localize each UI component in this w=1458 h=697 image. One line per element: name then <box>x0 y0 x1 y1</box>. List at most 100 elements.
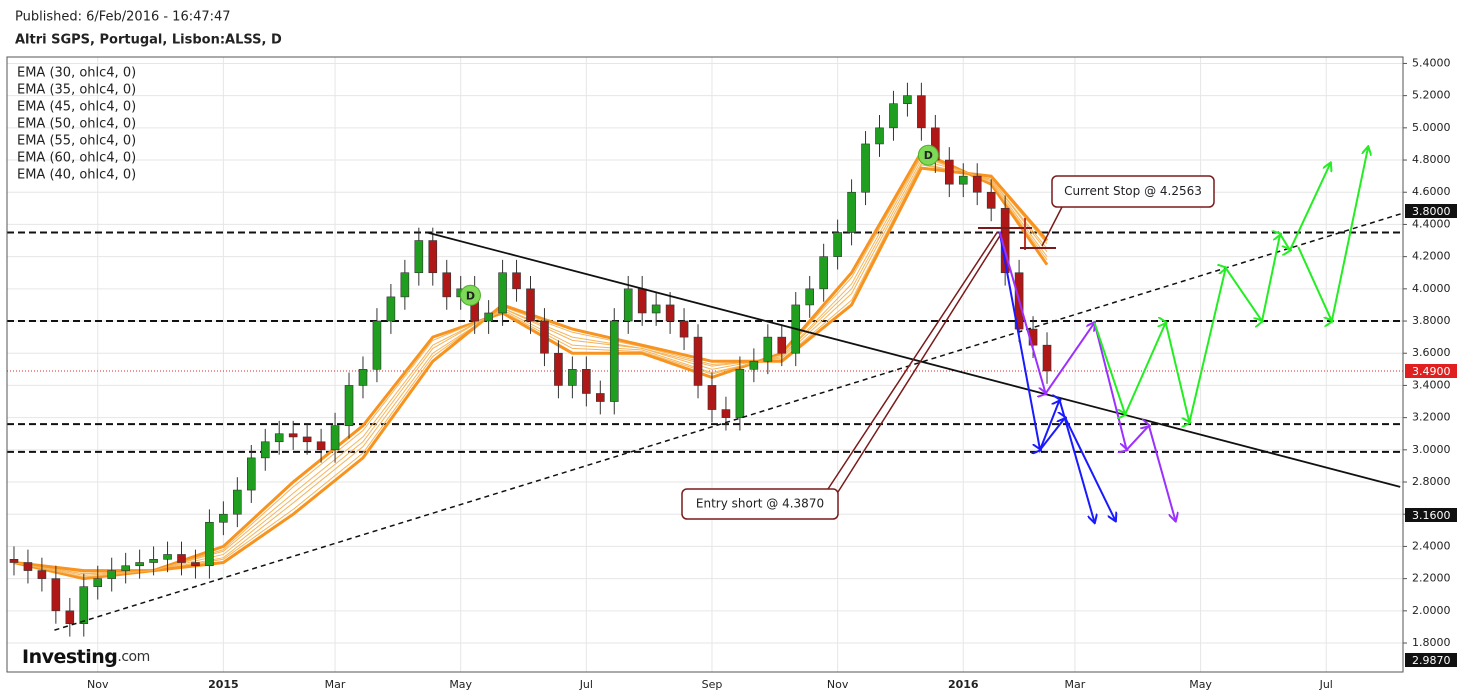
candle-body <box>428 240 438 274</box>
projection-arrow <box>1297 147 1368 321</box>
candle-body <box>191 562 200 567</box>
chart-title: Altri SGPS, Portugal, Lisbon:ALSS, D <box>15 33 282 48</box>
y-tick-label: 4.2000 <box>1412 250 1451 263</box>
candle-body <box>484 312 493 322</box>
candle-body <box>512 272 521 290</box>
x-tick-label: May <box>1189 678 1212 691</box>
candle-body <box>903 95 912 104</box>
y-tick-label: 3.2000 <box>1412 411 1451 424</box>
candle-body <box>288 433 298 438</box>
x-tick-label: 2015 <box>208 678 239 691</box>
candle-body <box>540 320 549 354</box>
candle-body <box>958 175 968 185</box>
candle-body <box>205 521 214 567</box>
candle-body <box>665 304 675 322</box>
annotation-text: Entry short @ 4.3870 <box>696 497 824 511</box>
legend-entry: EMA (30, ohlc4, 0) <box>17 66 136 81</box>
candle-body <box>623 288 633 322</box>
candle-body <box>917 95 926 129</box>
candle-body <box>693 336 703 386</box>
price-tag-label: 3.4900 <box>1412 365 1451 378</box>
legend-entry: EMA (45, ohlc4, 0) <box>17 100 136 115</box>
candle-body <box>707 385 717 410</box>
candle-body <box>23 562 33 571</box>
candle-body <box>819 256 828 290</box>
plot-area: DD <box>7 57 1404 672</box>
candle-body <box>875 127 884 145</box>
candle-body <box>442 272 452 298</box>
y-tick-label: 2.4000 <box>1412 539 1451 552</box>
y-tick-label: 4.0000 <box>1412 282 1451 295</box>
candle-body <box>679 320 689 338</box>
y-tick-label: 2.0000 <box>1412 604 1451 617</box>
logo-main: Investing <box>22 646 117 668</box>
candle-body <box>260 441 270 459</box>
y-tick-label: 5.2000 <box>1412 89 1451 102</box>
candle-body <box>233 489 242 515</box>
x-tick-label: Jul <box>579 678 593 691</box>
y-tick-label: 4.4000 <box>1412 217 1451 230</box>
annotation-box <box>1051 175 1215 208</box>
candle-body <box>219 513 228 523</box>
candle-body <box>121 565 130 571</box>
candle-body <box>135 562 144 567</box>
candle-body <box>177 554 186 563</box>
y-tick-label: 3.6000 <box>1412 346 1451 359</box>
plot-frame <box>6 56 1404 673</box>
ema-line <box>13 159 1048 575</box>
candle-body <box>749 360 759 370</box>
candle-body <box>847 191 856 233</box>
y-tick-label: 5.0000 <box>1412 121 1451 134</box>
candle-body <box>79 586 89 625</box>
legend-entry: EMA (55, ohlc4, 0) <box>17 134 136 149</box>
price-tag <box>1405 204 1457 218</box>
y-tick-label: 2.2000 <box>1412 572 1451 585</box>
ema-line <box>13 150 1049 581</box>
entry-connector <box>827 231 999 490</box>
x-tick-label: Sep <box>702 678 723 691</box>
candle-body <box>107 570 116 579</box>
price-tag <box>1405 653 1457 667</box>
candle-body <box>609 320 619 402</box>
ema-line <box>13 162 1048 575</box>
x-tick-label: Mar <box>1065 678 1086 691</box>
price-tag-label: 3.1600 <box>1412 509 1451 522</box>
candle-body <box>65 610 75 625</box>
candle-body <box>372 320 382 370</box>
x-tick-label: Nov <box>827 678 849 691</box>
trend-line <box>54 212 1404 631</box>
candle-body <box>247 457 256 491</box>
ema-line <box>13 166 1049 573</box>
ema-line <box>13 156 1048 576</box>
legend-entry: EMA (60, ohlc4, 0) <box>17 151 136 166</box>
candle-body <box>1042 344 1052 372</box>
candle-body <box>358 369 368 386</box>
projection-arrow <box>1093 322 1175 521</box>
signal-marker <box>459 284 481 306</box>
candle-body <box>777 336 787 354</box>
candle-body <box>833 232 842 257</box>
candle-body <box>861 143 870 193</box>
candle-body <box>386 296 396 322</box>
y-tick-label: 2.8000 <box>1412 475 1451 488</box>
candle-body <box>498 272 507 314</box>
price-tag-label: 3.8000 <box>1412 205 1451 218</box>
logo-suffix: .com <box>117 649 149 665</box>
y-tick-label: 3.0000 <box>1412 443 1451 456</box>
candle-body <box>274 433 284 443</box>
entry-connector <box>837 231 1004 493</box>
y-tick-label: 5.4000 <box>1412 56 1451 69</box>
annotation-box <box>681 488 839 520</box>
legend-entry: EMA (50, ohlc4, 0) <box>17 117 136 132</box>
projection-arrow <box>1093 163 1330 422</box>
projection-arrow <box>998 231 1095 394</box>
annotation-text: Current Stop @ 4.2563 <box>1064 184 1202 198</box>
candle-body <box>330 425 340 451</box>
candle-body <box>93 578 103 587</box>
y-tick-label: 1.8000 <box>1412 636 1451 649</box>
stop-connector <box>1041 206 1063 247</box>
y-tick-label: 3.8000 <box>1412 314 1451 327</box>
candle-body <box>316 441 326 451</box>
price-tag <box>1405 508 1457 522</box>
